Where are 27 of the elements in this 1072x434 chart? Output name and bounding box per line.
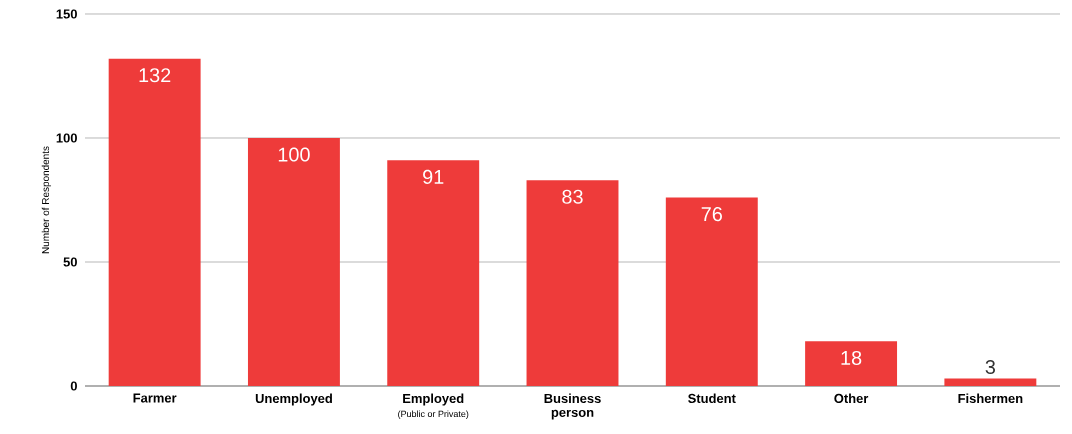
y-tick-label: 100 <box>56 133 77 143</box>
bar <box>805 341 898 386</box>
data-label: 18 <box>841 350 862 365</box>
x-tick-label: Student <box>688 393 736 404</box>
bar <box>108 58 201 386</box>
data-label: 91 <box>423 169 444 184</box>
bar <box>665 197 758 386</box>
bar <box>944 378 1037 386</box>
data-label: 83 <box>562 189 583 204</box>
text: (Public or Private) <box>398 410 469 419</box>
x-tick-label: Business person <box>544 393 601 420</box>
y-tick-label: 150 <box>56 9 77 19</box>
data-label: 100 <box>278 147 310 162</box>
y-axis-title: Number of Respondents <box>41 146 52 254</box>
x-tick-label: Farmer <box>133 393 177 403</box>
bar <box>387 160 480 386</box>
x-tick-label: Employed <box>403 393 464 406</box>
bar <box>526 180 619 386</box>
data-label: 76 <box>701 207 722 222</box>
y-tick-label: 0 <box>70 381 77 391</box>
x-tick-label: Unemployed <box>255 393 332 406</box>
data-label: 132 <box>139 68 171 83</box>
bar <box>247 138 340 386</box>
y-tick-label: 50 <box>63 257 77 267</box>
x-tick-label: Other <box>834 393 869 404</box>
x-tick-label: Fishermen <box>958 393 1023 404</box>
data-label: 3 <box>985 359 996 375</box>
